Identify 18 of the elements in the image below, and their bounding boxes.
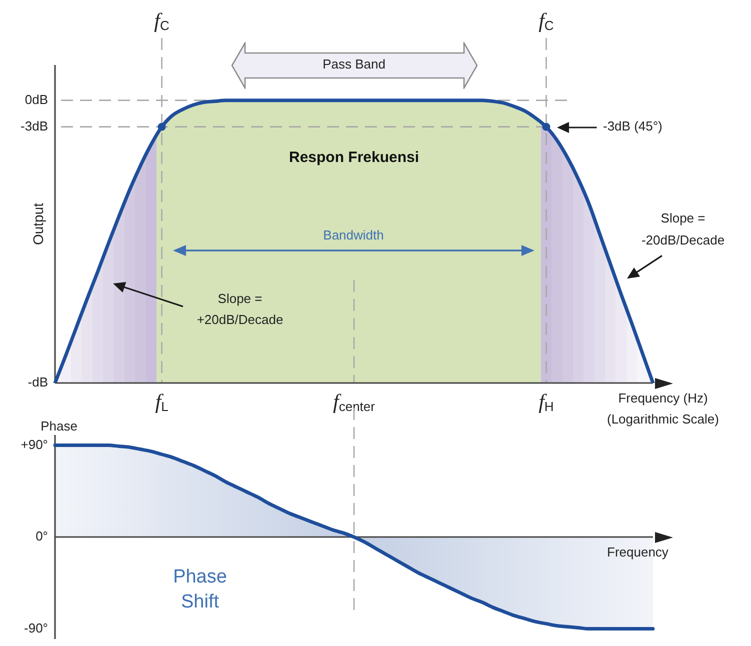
text: Respon Frekuensi <box>288 149 420 166</box>
y-tick-label: -3dB <box>20 118 48 134</box>
annotation: Slope = -20dB/Decade <box>641 210 725 248</box>
y-tick-label: 0dB <box>24 92 48 107</box>
annotation: Slope = +20dB/Decade <box>196 291 284 328</box>
y-axis-title: Output <box>30 202 46 246</box>
x-axis-title: Frequency <box>607 544 669 560</box>
text: Phase <box>40 418 78 434</box>
y-tick-label: 0° <box>36 528 48 544</box>
text: Shift <box>180 592 220 613</box>
y-axis-title: Phase <box>173 566 227 588</box>
annotation: Bandwidth <box>323 228 384 243</box>
annotation: Pass Band <box>322 56 386 72</box>
y-tick-label: -90° <box>24 620 48 636</box>
y-tick-label: +90° <box>20 436 48 452</box>
y-tick-label: -dB <box>28 374 48 390</box>
annotation: -3dB (45°) <box>603 118 662 134</box>
x-axis-title: Frequency (Hz) (Logarithmic Scale) <box>607 390 719 427</box>
